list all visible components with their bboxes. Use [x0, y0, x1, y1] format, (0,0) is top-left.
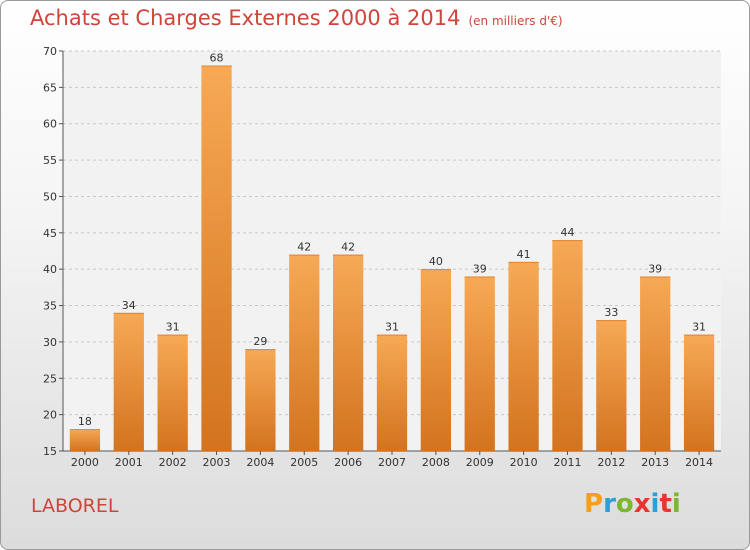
data-label-2011: 44	[560, 226, 574, 239]
logo-letter: o	[615, 489, 634, 519]
data-label-2005: 42	[297, 241, 311, 254]
data-label-2006: 42	[341, 241, 355, 254]
x-tick-label-2014: 2014	[685, 456, 713, 469]
data-label-2010: 41	[517, 248, 531, 261]
logo-letter: i	[671, 489, 681, 519]
y-tick-label: 55	[43, 154, 57, 167]
town-name: LABOREL	[31, 495, 119, 517]
logo-letter: i	[650, 489, 660, 519]
x-tick-label-2001: 2001	[115, 456, 143, 469]
logo-letter: t	[659, 489, 672, 519]
bar-2011	[552, 240, 583, 451]
bar-2013	[640, 276, 671, 451]
x-tick-label-2004: 2004	[246, 456, 274, 469]
bar-2014	[683, 334, 715, 451]
bar-2002	[157, 334, 188, 451]
y-tick-label: 40	[43, 263, 57, 276]
data-label-2003: 68	[210, 52, 224, 65]
bar-2004	[245, 349, 276, 451]
x-tick-label-2010: 2010	[510, 456, 538, 469]
y-tick-label: 25	[43, 372, 57, 385]
x-tick-label-2007: 2007	[378, 456, 406, 469]
data-label-2009: 39	[473, 262, 487, 275]
data-label-2014: 31	[692, 321, 706, 334]
bar-2009	[464, 276, 495, 451]
x-tick-label-2009: 2009	[466, 456, 494, 469]
x-tick-label-2013: 2013	[641, 456, 669, 469]
data-label-2000: 18	[78, 415, 92, 428]
bar-2010	[508, 261, 539, 451]
data-label-2013: 39	[648, 262, 662, 275]
y-tick-label: 30	[43, 336, 57, 349]
bar-2008	[420, 269, 452, 451]
logo-letter: r	[603, 489, 616, 519]
y-tick-label: 15	[43, 445, 57, 458]
bar-layer	[69, 65, 715, 451]
label-layer: 18 2000 34 2001 31 2002 68 2003 29 2004 42 2005 42 20…	[71, 52, 713, 469]
x-tick-label-2008: 2008	[422, 456, 450, 469]
x-tick-label-2012: 2012	[597, 456, 625, 469]
bar-2007	[376, 334, 408, 451]
y-tick-label: 50	[43, 190, 57, 203]
bar-2000	[69, 429, 101, 451]
data-label-2002: 31	[166, 321, 180, 334]
chart-title: Achats et Charges Externes 2000 à 2014 (e…	[30, 6, 563, 30]
y-tick-label: 60	[43, 118, 57, 131]
logo-letter: P	[584, 489, 604, 519]
x-tick-label-2006: 2006	[334, 456, 362, 469]
x-tick-label-2011: 2011	[553, 456, 581, 469]
bar-2003	[201, 65, 232, 451]
bar-2012	[596, 320, 627, 451]
x-tick-label-2003: 2003	[203, 456, 231, 469]
bar-2006	[332, 254, 364, 451]
bar-2005	[289, 254, 320, 451]
data-label-2007: 31	[385, 321, 399, 334]
x-tick-label-2000: 2000	[71, 456, 99, 469]
x-tick-label-2005: 2005	[290, 456, 318, 469]
y-tick-label: 70	[43, 45, 57, 58]
y-tick-label: 35	[43, 300, 57, 313]
y-tick-label: 65	[43, 81, 57, 94]
data-label-2012: 33	[604, 306, 618, 319]
y-tick-label: 20	[43, 409, 57, 422]
data-label-2004: 29	[253, 335, 267, 348]
chart-title-text: Achats et Charges Externes 2000 à 2014	[30, 6, 461, 30]
logo-letter: x	[633, 489, 651, 519]
bar-2001	[113, 312, 144, 451]
x-tick-label-2002: 2002	[159, 456, 187, 469]
proxiti-logo: Proxiti	[584, 489, 681, 519]
chart-unit: (en milliers d'€)	[468, 14, 563, 28]
data-label-2008: 40	[429, 255, 443, 268]
y-tick-label: 45	[43, 227, 57, 240]
data-label-2001: 34	[122, 299, 136, 312]
